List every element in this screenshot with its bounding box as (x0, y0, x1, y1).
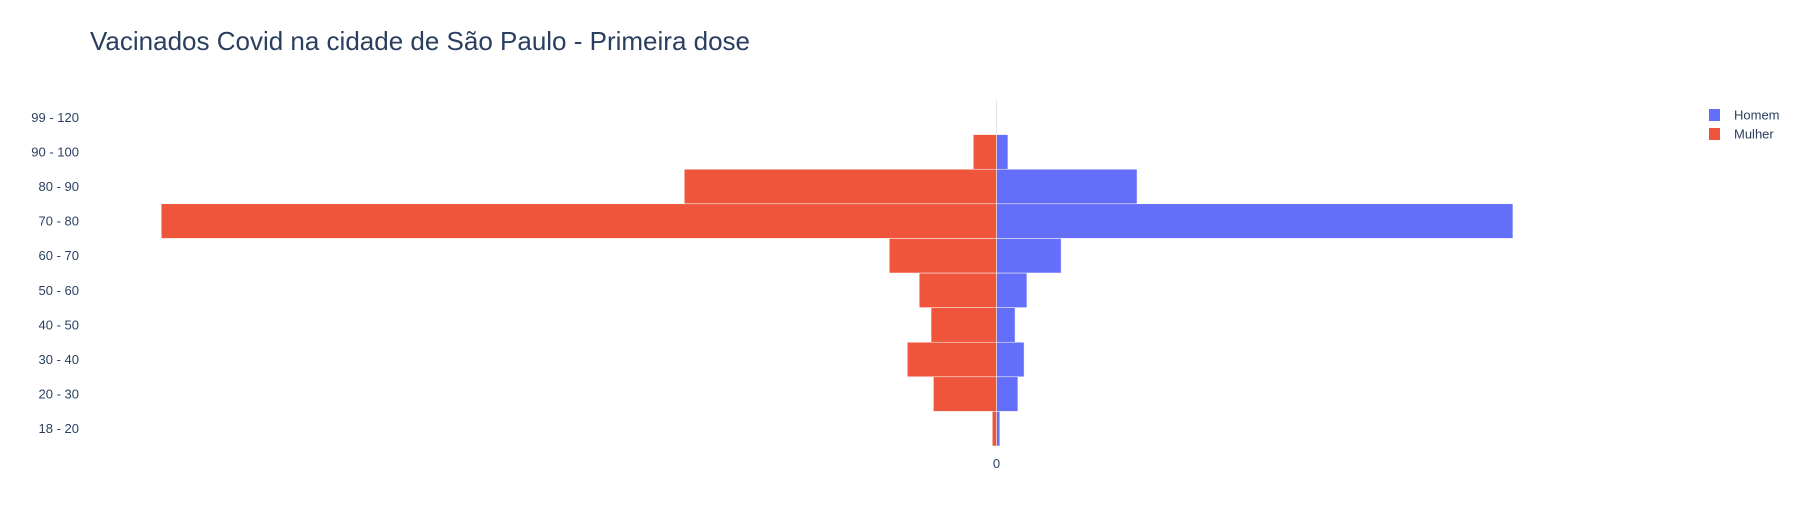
y-tick-label: 80 - 90 (39, 179, 79, 194)
bar-homem-30-40 (996, 341, 1025, 378)
legend-label-mulher[interactable]: Mulher (1734, 127, 1774, 142)
bar-homem-80-90 (996, 168, 1138, 205)
bar-homem-60-70 (996, 238, 1062, 274)
legend-label-homem[interactable]: Homem (1734, 108, 1780, 123)
y-tick-label: 20 - 30 (39, 387, 79, 402)
bar-homem-70-80 (996, 203, 1514, 239)
bar-mulher-80-90 (683, 168, 997, 205)
y-tick-label: 50 - 60 (39, 283, 79, 298)
bars-group (160, 134, 1514, 447)
y-tick-label: 30 - 40 (39, 352, 79, 367)
bar-homem-20-30 (996, 376, 1019, 412)
legend: Homem Mulher (1709, 108, 1780, 142)
bar-homem-40-50 (996, 307, 1016, 343)
y-tick-label: 70 - 80 (39, 214, 79, 229)
y-tick-label: 99 - 120 (31, 110, 79, 125)
bar-mulher-18-20 (992, 411, 997, 447)
y-tick-label: 18 - 20 (39, 421, 79, 436)
y-tick-label: 60 - 70 (39, 248, 79, 263)
bar-mulher-70-80 (160, 203, 997, 239)
bar-mulher-20-30 (933, 376, 997, 412)
x-tick-label: 0 (993, 456, 1000, 471)
bar-mulher-50-60 (918, 272, 997, 308)
y-tick-label: 90 - 100 (31, 144, 79, 159)
bar-homem-18-20 (996, 411, 1001, 447)
y-axis-labels: 18 - 20 20 - 30 30 - 40 40 - 50 50 - 60 60 - … (31, 110, 79, 436)
bar-mulher-60-70 (889, 238, 997, 274)
bar-homem-90-100 (996, 134, 1009, 170)
legend-swatch-homem[interactable] (1709, 109, 1720, 121)
legend-swatch-mulher[interactable] (1709, 128, 1720, 140)
bar-mulher-30-40 (907, 341, 997, 378)
chart-title: Vacinados Covid na cidade de São Paulo -… (90, 26, 750, 56)
bar-homem-50-60 (996, 272, 1028, 308)
y-tick-label: 40 - 50 (39, 317, 79, 332)
x-axis-ticks: 0 (993, 456, 1000, 471)
bar-mulher-40-50 (930, 307, 997, 343)
bar-mulher-90-100 (973, 134, 997, 170)
